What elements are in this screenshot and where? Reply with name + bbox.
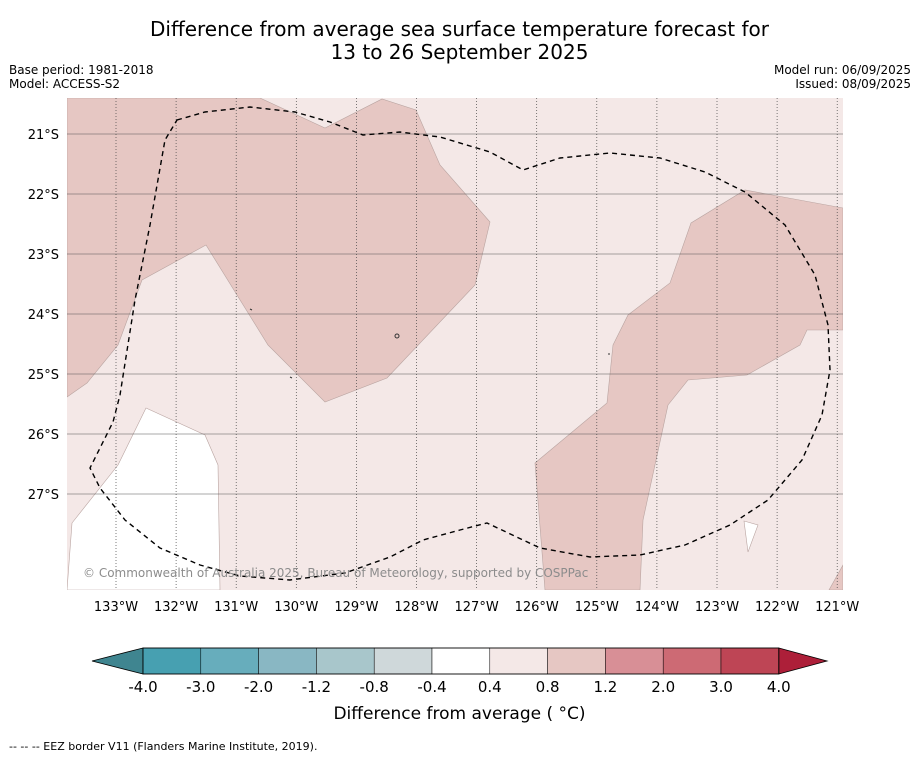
colorbar-tick-label: 4.0 [767, 678, 791, 696]
colorbar-segment [605, 647, 664, 675]
latitude-labels: 21°S 22°S 23°S 24°S 25°S 26°S 27°S [28, 128, 59, 503]
lon-label: 128°W [394, 600, 438, 615]
lon-label: 125°W [575, 600, 619, 615]
meta-left: Base period: 1981-2018 Model: ACCESS-S2 [9, 63, 154, 91]
colorbar-tick-label: -0.8 [360, 678, 389, 696]
map-area: © Commonwealth of Australia 2025, Bureau… [67, 98, 843, 590]
gridlines [67, 98, 843, 590]
lon-label: 129°W [334, 600, 378, 615]
chart-title: Difference from average sea surface temp… [0, 18, 919, 64]
colorbar-tick-label: -0.4 [417, 678, 446, 696]
colorbar-tick-label: 3.0 [709, 678, 733, 696]
lat-label: 24°S [28, 308, 59, 323]
speck-2 [289, 376, 293, 379]
colorbar-segment [431, 647, 491, 675]
speck-contour [394, 333, 400, 339]
eez-border [89, 106, 831, 581]
colorbar-under-arrow [91, 647, 144, 675]
lon-label: 130°W [274, 600, 318, 615]
lon-label: 131°W [214, 600, 258, 615]
title-line-2: 13 to 26 September 2025 [330, 40, 589, 64]
colorbar: -4.0 -3.0 -2.0 -1.2 -0.8 -0.4 0.4 0.8 1.2 2.0 3.0 4… [91, 647, 829, 696]
lat-label: 22°S [28, 188, 59, 203]
lat-label: 21°S [28, 128, 59, 143]
lon-label: 133°W [94, 600, 138, 615]
lat-label: 23°S [28, 248, 59, 263]
title-line-1: Difference from average sea surface temp… [149, 17, 769, 41]
lon-label: 126°W [515, 600, 559, 615]
lon-label: 121°W [815, 600, 859, 615]
issued-text: Issued: 08/09/2025 [795, 77, 911, 91]
lon-label: 132°W [154, 600, 198, 615]
lat-label: 27°S [28, 488, 59, 503]
lon-label: 122°W [755, 600, 799, 615]
colorbar-segment [258, 647, 317, 675]
colorbar-segment [142, 647, 202, 675]
model-text: Model: ACCESS-S2 [9, 77, 121, 91]
meta-right: Model run: 06/09/2025 Issued: 08/09/2025 [774, 63, 911, 91]
colorbar-segment [662, 647, 722, 675]
colorbar-tick-label: -4.0 [128, 678, 157, 696]
colorbar-tick-label: -2.0 [244, 678, 273, 696]
colorbar-segment [373, 647, 433, 675]
colorbar-title: Difference from average ( °C) [333, 704, 586, 724]
longitude-labels: 133°W 132°W 131°W 130°W 129°W 128°W 127°W 126°W… [94, 600, 860, 615]
model-run-text: Model run: 06/09/2025 [773, 63, 911, 77]
colorbar-tick-label: -1.2 [302, 678, 331, 696]
copyright-text: © Commonwealth of Australia 2025, Bureau… [83, 566, 588, 580]
colorbar-segment [547, 647, 606, 675]
lon-label: 127°W [455, 600, 499, 615]
neutral-region-small [743, 520, 759, 553]
lon-label: 123°W [695, 600, 739, 615]
lon-label: 124°W [635, 600, 679, 615]
lat-label: 25°S [28, 368, 59, 383]
colorbar-tick-label: 1.2 [593, 678, 617, 696]
colorbar-outline [142, 647, 780, 675]
anomaly-region-southeast-corner [828, 564, 843, 590]
colorbar-tick-label: 0.4 [478, 678, 502, 696]
colorbar-segment [316, 647, 375, 675]
anomaly-region-east [534, 189, 843, 590]
anomaly-region-north [67, 98, 491, 403]
colorbar-segment [200, 647, 259, 675]
colorbar-tick-label: 2.0 [651, 678, 675, 696]
base-period-text: Base period: 1981-2018 [9, 63, 154, 77]
colorbar-segment [489, 647, 548, 675]
colorbar-segment [720, 647, 780, 675]
colorbar-tick-label: -3.0 [186, 678, 215, 696]
colorbar-tick-label: 0.8 [536, 678, 560, 696]
neutral-region-southwest [67, 407, 221, 590]
lat-label: 26°S [28, 428, 59, 443]
colorbar-over-arrow [778, 647, 829, 675]
eez-footnote: -- -- -- EEZ border V11 (Flanders Marine… [9, 740, 318, 753]
speck-1 [249, 308, 253, 311]
